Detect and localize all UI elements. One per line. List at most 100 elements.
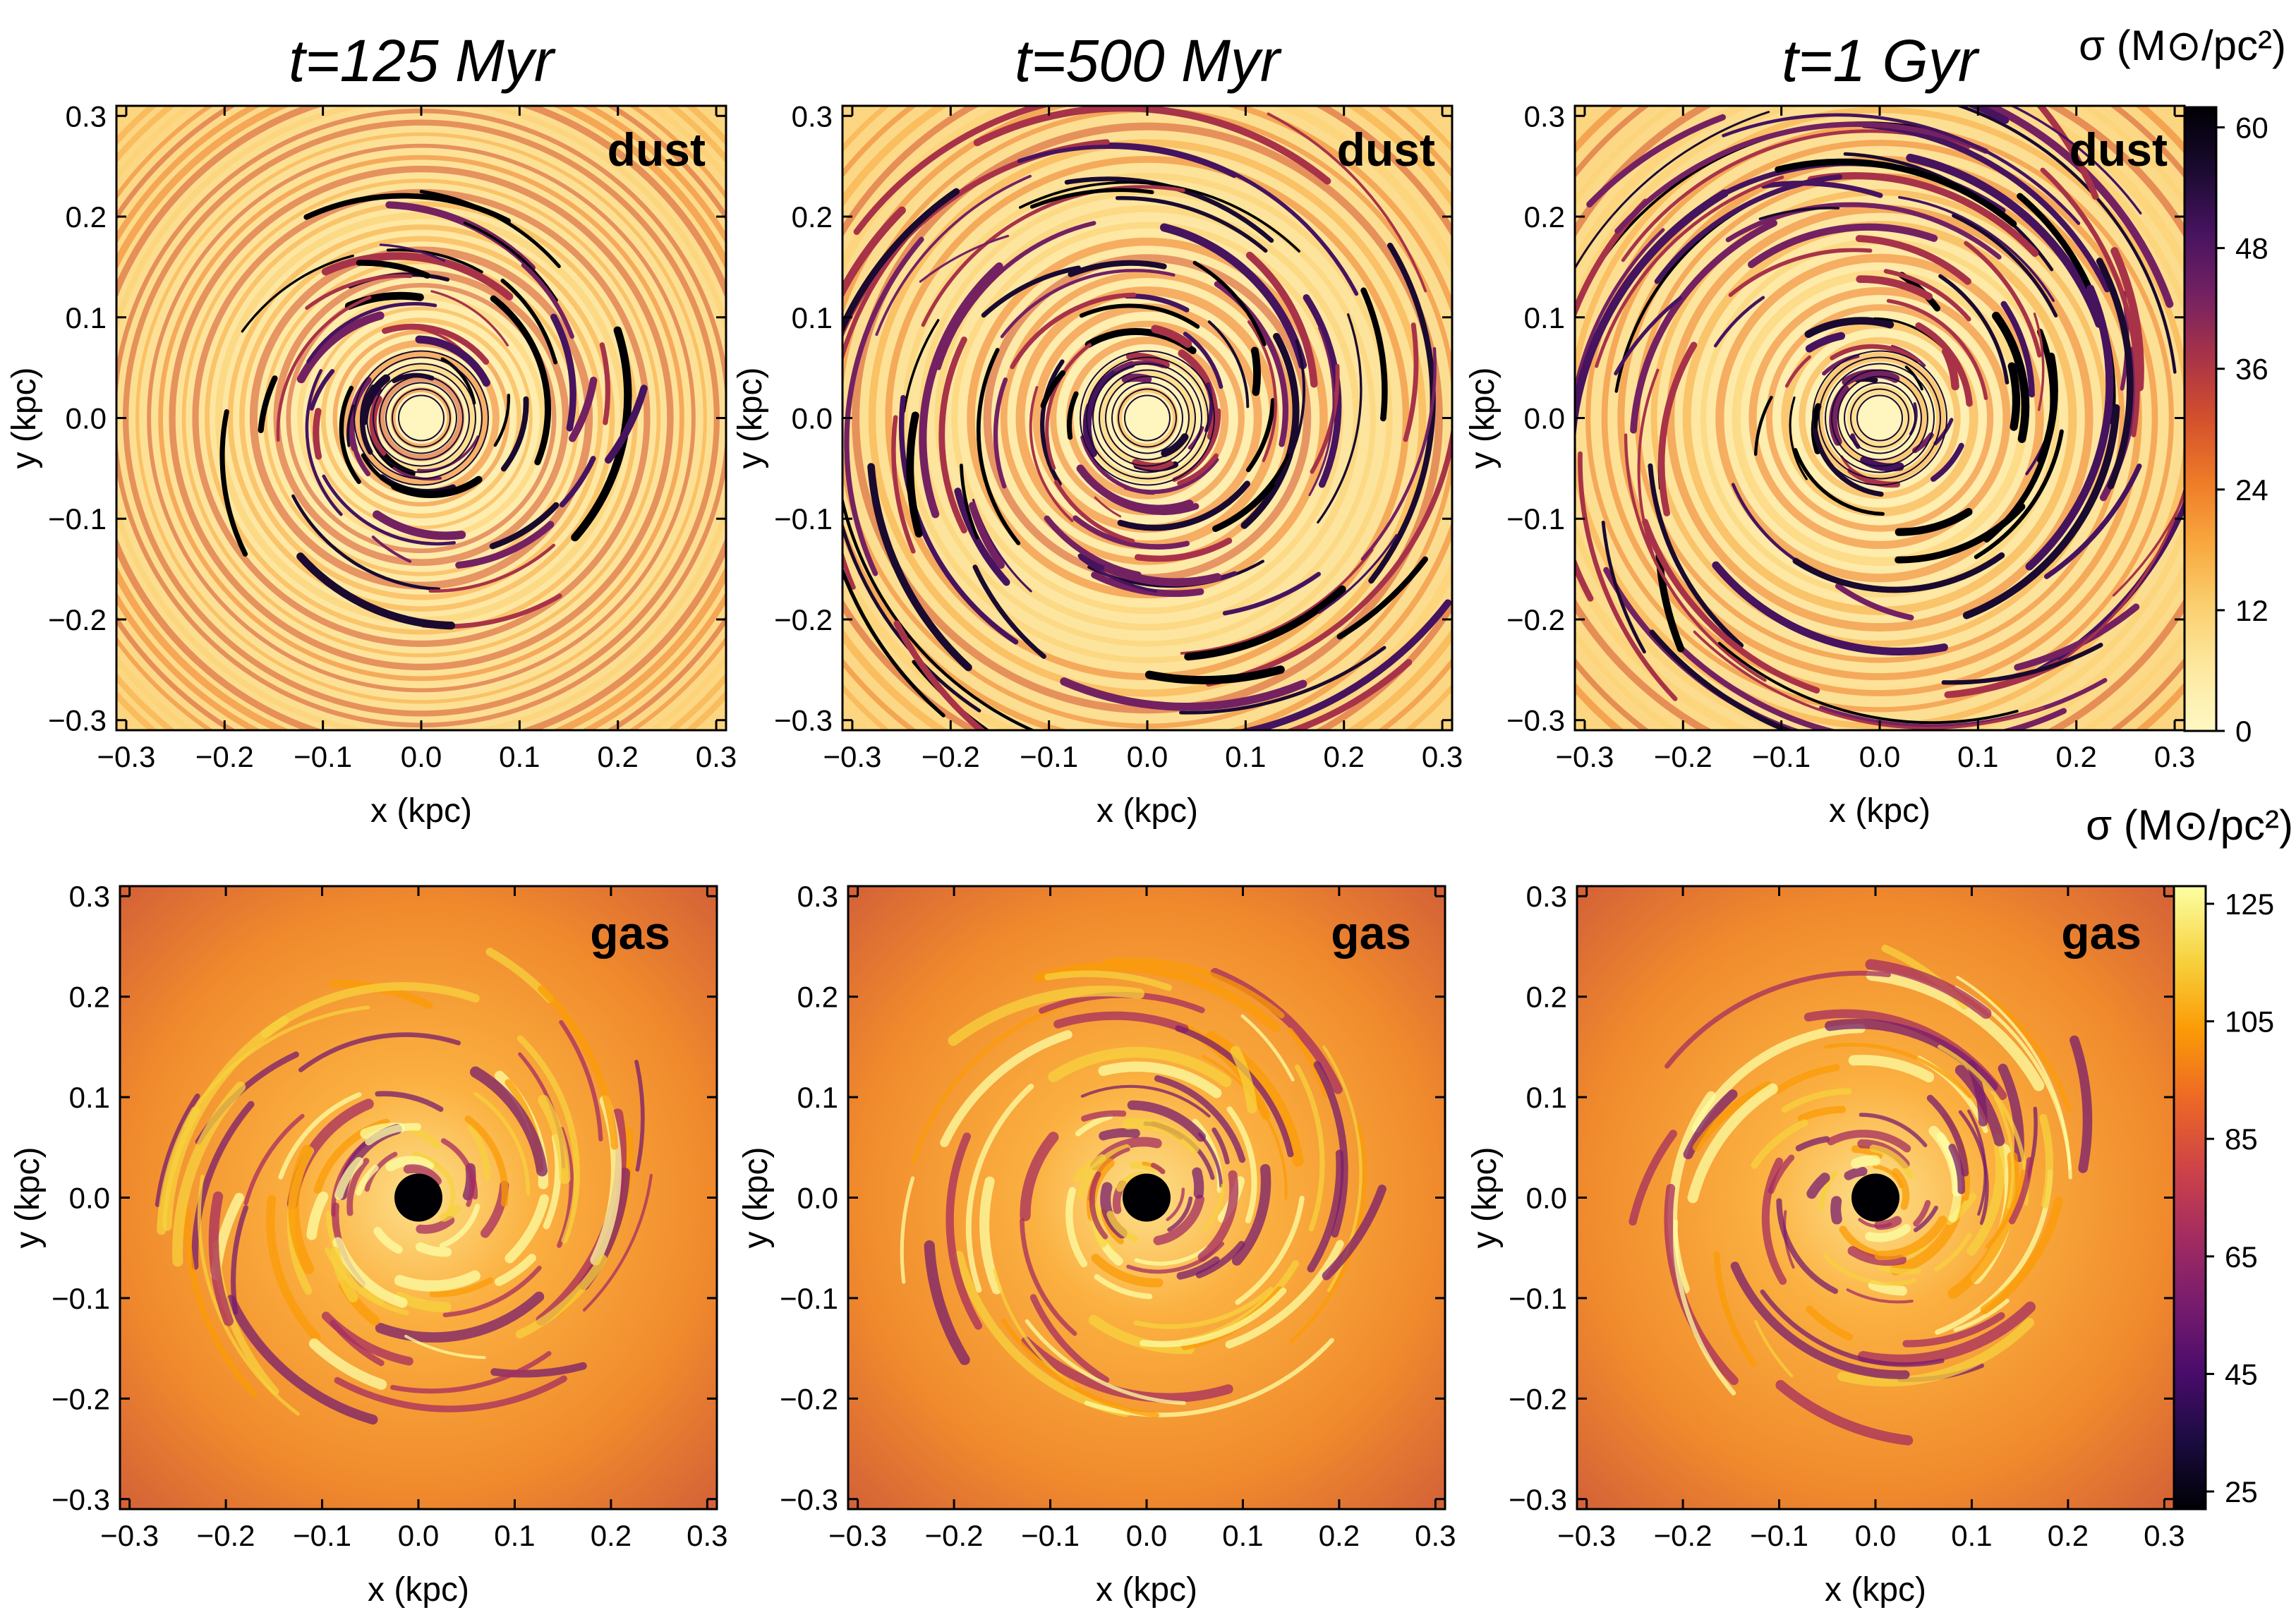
dust-filament <box>392 466 442 481</box>
gas-filament <box>1683 1089 1738 1160</box>
dust-filament <box>369 395 387 456</box>
gas-filament <box>945 1132 983 1330</box>
dust-filament <box>1317 313 1363 524</box>
colorbar-tick-label: 25 <box>2225 1475 2258 1508</box>
dust-ring <box>852 122 1443 714</box>
dust-filament <box>2033 313 2045 411</box>
gas-filament <box>1797 1106 1847 1122</box>
gas-filament <box>332 1237 408 1308</box>
dust-colorbar: σ (M⊙/pc²) 60 48 36 24 12 0 <box>2079 22 2286 748</box>
gas-colorbar-label: σ (M⊙/pc²) <box>2086 801 2293 849</box>
x-tick-label: −0.3 <box>823 740 881 773</box>
x-tick-label: 0.1 <box>494 1519 535 1552</box>
gas-filament <box>948 986 1145 1046</box>
dust-ring <box>169 165 674 671</box>
panel-dust-1000: −0.3 −0.2 −0.1 0.0 0.1 0.2 0.3 0.3 0.2 0.1 0.0 −0.1… <box>1464 99 2195 830</box>
dust-colorbar-scale <box>2183 106 2218 732</box>
dust-filament <box>1115 195 1268 253</box>
gas-filament <box>1874 1216 1947 1261</box>
dust-filament <box>1076 464 1194 513</box>
y-axis-label: y (kpc) <box>732 368 769 469</box>
inset-label-dust: dust <box>2070 123 2168 176</box>
colorbar-tick-label: 65 <box>2225 1240 2258 1273</box>
y-tick-label: −0.1 <box>1506 502 1565 535</box>
gas-filament <box>1976 988 2072 1113</box>
gas-filament <box>394 1270 481 1292</box>
gas-filament <box>1948 1144 1965 1194</box>
y-tick-label: 0.2 <box>69 981 110 1014</box>
dust-filament <box>1180 548 1374 655</box>
dust-filament <box>1360 346 1437 561</box>
x-tick-label: 0.3 <box>696 740 737 773</box>
gas-filament <box>1065 1187 1088 1268</box>
y-tick-label: 0.0 <box>797 1182 838 1215</box>
gas-filament <box>403 1164 442 1186</box>
gas-filament <box>1839 1225 1878 1258</box>
dust-filament <box>1250 346 1261 397</box>
dust-filament <box>2025 284 2114 571</box>
dust-filament <box>1017 145 1237 178</box>
gas-filament <box>442 1265 542 1318</box>
y-axis-label: y (kpc) <box>1464 368 1502 469</box>
gas-filament <box>1231 1163 1271 1266</box>
dust-ring <box>1000 271 1295 565</box>
gas-filament <box>1857 1301 2036 1366</box>
y-tick-label: 0.3 <box>66 99 107 133</box>
gas-filament <box>1913 1199 1931 1227</box>
dust-filament <box>875 174 1032 337</box>
colorbar-tick-label: 0 <box>2235 715 2252 748</box>
colorbar-tick-label: 24 <box>2235 473 2268 507</box>
gas-filament <box>288 1144 315 1275</box>
y-tick-label: 0.2 <box>1526 981 1567 1014</box>
gas-filament <box>243 1113 305 1206</box>
x-tick-label: 0.3 <box>687 1519 727 1552</box>
dust-filament <box>604 385 648 464</box>
heatmap-dust-1000 <box>1575 106 2185 730</box>
dust-core-ring <box>1124 394 1171 442</box>
gas-filament <box>1760 1289 1945 1367</box>
x-tick-label: 0.3 <box>1422 740 1463 773</box>
dust-filament <box>1080 435 1156 495</box>
dust-ring <box>158 155 684 682</box>
x-tick-label: −0.2 <box>1654 740 1712 773</box>
panel-gas-1000: −0.3 −0.2 −0.1 0.0 0.1 0.2 0.3 0.3 0.2 0.1 0.0 −0.1… <box>1466 880 2185 1609</box>
dust-filament <box>1575 111 1770 271</box>
dust-filament <box>415 335 490 387</box>
gas-filament <box>1073 1154 1106 1183</box>
dust-filament <box>853 106 1053 235</box>
dust-filament <box>1235 599 1452 730</box>
dust-filament <box>1931 442 1964 482</box>
gas-filament <box>440 1204 461 1222</box>
x-tick-label: −0.1 <box>1752 740 1811 773</box>
dust-filament <box>599 342 610 425</box>
gas-filament <box>1730 1261 1910 1379</box>
gas-filament <box>467 1123 491 1181</box>
gas-filament <box>1865 959 1992 1019</box>
dust-filament <box>1336 556 1428 640</box>
x-axis-label: x (kpc) <box>370 792 472 830</box>
dust-core-ring <box>1812 350 1947 486</box>
gas-filament <box>1197 1132 1223 1188</box>
dust-filament <box>1068 260 1167 277</box>
gas-filament <box>464 1115 509 1207</box>
dust-filament <box>455 521 555 569</box>
dust-core-ring <box>392 388 451 448</box>
gas-filament <box>1953 1298 2010 1332</box>
dust-filament <box>898 394 1019 645</box>
gas-filament <box>1122 1118 1200 1154</box>
dust-filament <box>1637 368 1660 565</box>
dust-filament <box>1642 519 1820 694</box>
dust-ring <box>1765 304 1994 532</box>
dust-filament <box>1807 171 2039 258</box>
x-tick-label: 0.0 <box>1859 740 1900 773</box>
dust-filament <box>291 494 441 591</box>
dust-filament <box>1575 198 1649 602</box>
gas-filament <box>1192 1167 1204 1199</box>
y-tick-label: 0.1 <box>69 1081 110 1114</box>
dust-filament <box>1040 359 1065 486</box>
panel-title-1000: t=1 Gyr <box>1782 28 1980 94</box>
gas-filament <box>278 1092 362 1180</box>
dust-filament <box>1010 292 1137 370</box>
dust-filament <box>258 375 278 433</box>
dust-filament <box>1992 311 2030 443</box>
